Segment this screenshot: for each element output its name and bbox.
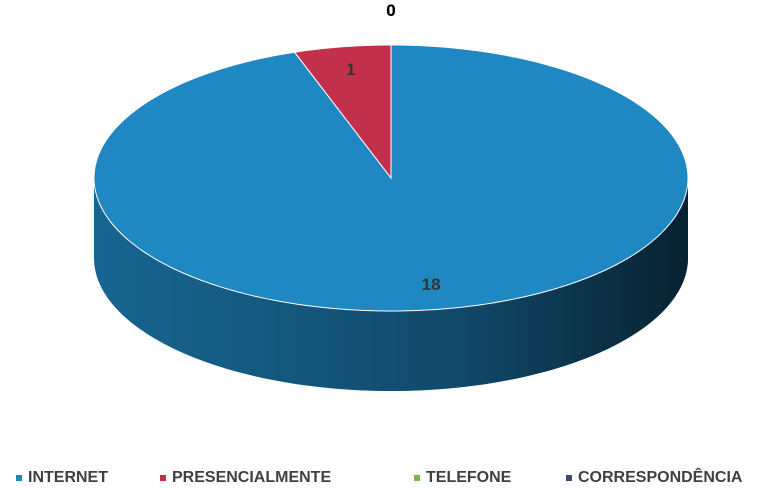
slice-side-shade — [94, 178, 688, 391]
legend-swatch — [160, 475, 166, 481]
legend-swatch — [566, 475, 572, 481]
legend-label: PRESENCIALMENTE — [172, 469, 331, 486]
data-label: 0 — [386, 1, 395, 20]
legend-label: CORRESPONDÊNCIA — [578, 467, 743, 486]
legend-swatch — [414, 475, 420, 481]
legend-label: TELEFONE — [426, 469, 512, 486]
data-label: 18 — [422, 275, 441, 294]
data-label: 1 — [346, 60, 355, 79]
legend-label: INTERNET — [28, 469, 108, 486]
data-label: 0 — [386, 1, 395, 20]
legend-swatch — [16, 475, 22, 481]
slice — [293, 44, 392, 180]
